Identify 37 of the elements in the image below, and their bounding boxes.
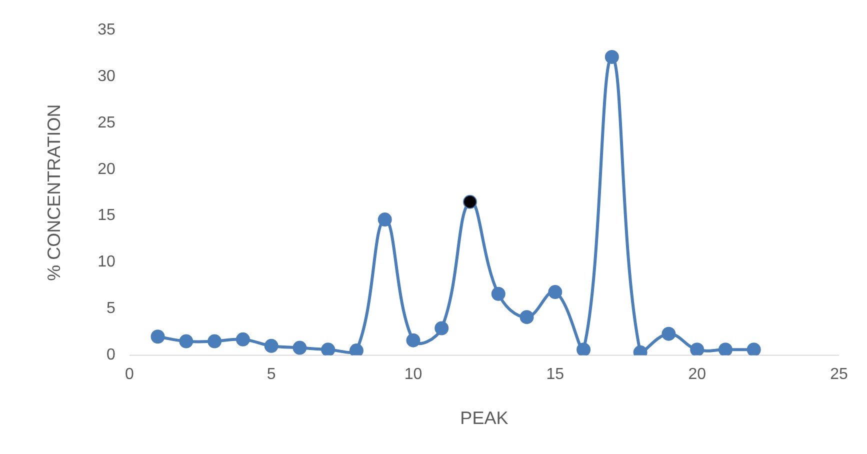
point bbox=[179, 334, 194, 348]
y-tick-label: 0 bbox=[106, 346, 116, 364]
y-tick-label: 35 bbox=[98, 21, 116, 38]
point bbox=[378, 212, 392, 227]
y-tick-label: 15 bbox=[98, 207, 116, 224]
point bbox=[548, 285, 562, 300]
point bbox=[292, 340, 307, 355]
point bbox=[520, 310, 534, 324]
point bbox=[208, 334, 222, 348]
x-tick-label: 0 bbox=[124, 366, 134, 384]
x-tick-label: 20 bbox=[688, 366, 706, 384]
point bbox=[349, 344, 364, 356]
x-tick-label: 25 bbox=[830, 366, 848, 384]
y-tick-label: 30 bbox=[98, 68, 116, 85]
y-tick-label: 25 bbox=[98, 114, 116, 132]
point bbox=[604, 50, 619, 64]
y-tick-label: 20 bbox=[98, 160, 116, 178]
y-tick-label: 10 bbox=[98, 254, 116, 271]
point bbox=[264, 338, 278, 353]
x-tick-label: 15 bbox=[546, 366, 564, 384]
point bbox=[150, 330, 165, 344]
y-tick-label: 5 bbox=[106, 300, 116, 318]
x-tick-label: 5 bbox=[266, 366, 276, 384]
x-axis-title: PEAK bbox=[460, 408, 508, 428]
point bbox=[406, 333, 420, 348]
x-tick-label: 10 bbox=[404, 366, 422, 384]
point bbox=[690, 342, 704, 356]
point bbox=[718, 342, 732, 356]
point bbox=[662, 326, 676, 341]
point bbox=[746, 342, 761, 356]
point bbox=[236, 332, 250, 346]
y-axis-title: % CONCENTRATION bbox=[44, 104, 64, 281]
point bbox=[321, 342, 336, 356]
point bbox=[434, 321, 449, 336]
point bbox=[491, 286, 506, 301]
point bbox=[463, 194, 478, 209]
point bbox=[576, 342, 591, 356]
